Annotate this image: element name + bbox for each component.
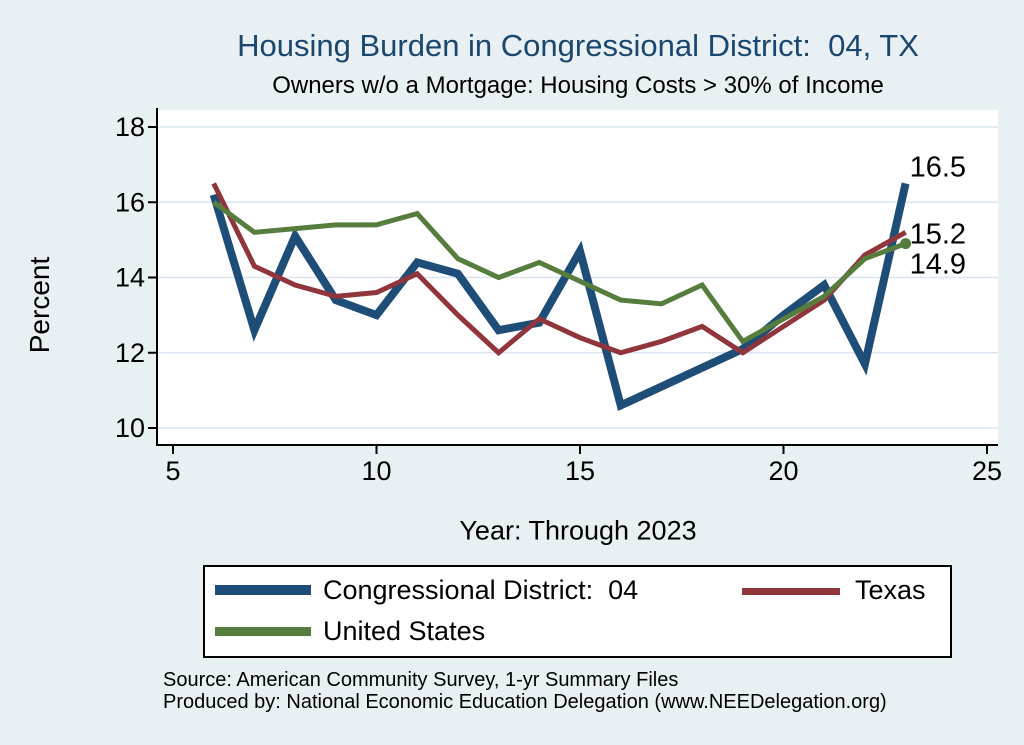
series-line-2 [212,200,907,345]
legend-label-us: United States [323,616,486,646]
x-axis-title: Year: Through 2023 [459,515,697,546]
end-value-label-2: 14.9 [910,249,966,281]
legend-swatch-us [215,627,311,636]
end-value-label-0: 16.5 [910,151,966,183]
legend-swatch-district [215,585,311,595]
series-line-1 [211,182,907,357]
source-note: Source: American Community Survey, 1-yr … [163,669,679,691]
axes: 10 12 14 16 18 5 10 15 20 25 [115,108,1002,486]
x-tick-label: 10 [361,456,391,486]
producer-note: Produced by: National Economic Education… [163,691,887,713]
y-tick-label: 10 [115,413,145,443]
series-end-marker-2 [900,238,912,250]
x-tick-label: 25 [972,456,1002,486]
chart-title: Housing Burden in Congressional District… [237,28,919,63]
y-tick-label: 14 [115,263,145,293]
y-tick-label: 12 [115,338,145,368]
x-tick-label: 15 [565,456,595,486]
y-tick-label: 18 [115,112,145,142]
legend-label-district: Congressional District: 04 [323,575,639,605]
x-tick-label: 20 [768,456,798,486]
y-axis-title: Percent [24,256,55,354]
legend: Congressional District: 04 Texas United … [203,565,952,658]
chart-subtitle: Owners w/o a Mortgage: Housing Costs > 3… [272,72,884,99]
series-line-0 [209,182,910,412]
y-tick-label: 16 [115,187,145,217]
end-value-label-1: 15.2 [910,218,966,250]
x-tick-label: 5 [165,456,180,486]
legend-label-texas: Texas [855,575,926,605]
legend-swatch-texas [742,588,840,595]
